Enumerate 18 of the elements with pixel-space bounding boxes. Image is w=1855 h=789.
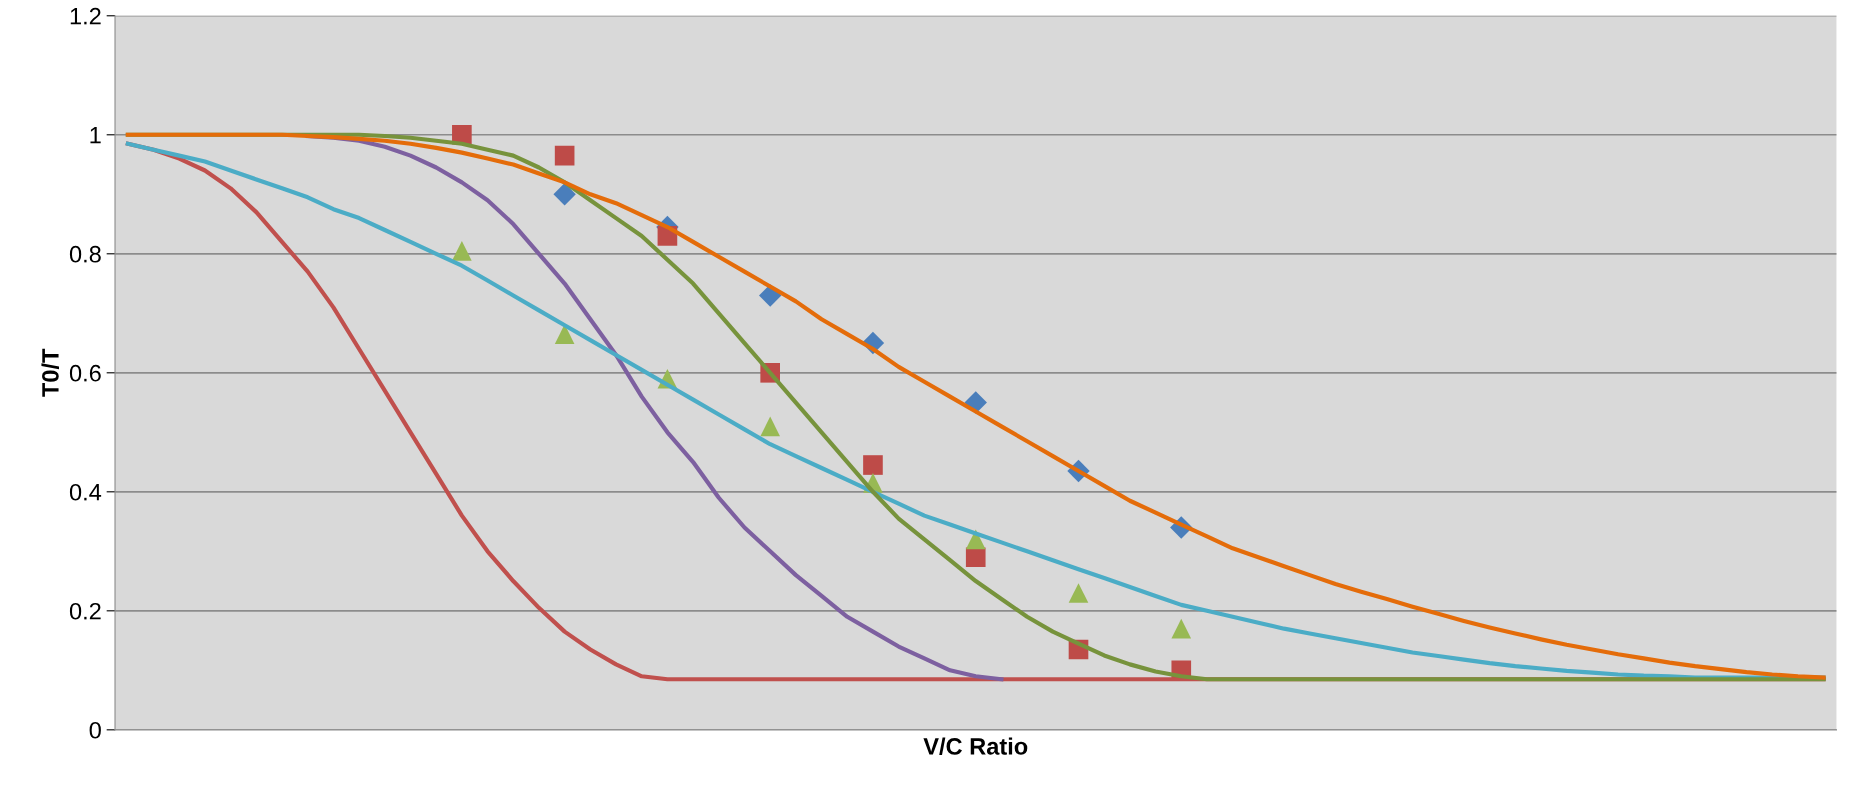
point [1171,618,1192,639]
point [554,324,575,344]
point [760,416,781,437]
point [553,183,576,206]
point [1068,583,1089,603]
point [554,145,575,166]
x-axis-title: V/C Ratio [923,737,1028,756]
point [863,455,883,475]
y-tick-label: 0 [89,721,101,739]
y-tick-label: 1.2 [70,7,101,25]
point [965,547,986,568]
point [452,241,472,261]
y-tick-label: 0.4 [69,483,102,501]
y-tick-label: 1 [90,127,101,144]
y-tick-label: 0.2 [69,602,101,620]
y-tick-label: 0.8 [69,245,101,263]
y-tick-label: 0.6 [69,364,101,382]
y-axis-title: T0/T [41,348,60,397]
